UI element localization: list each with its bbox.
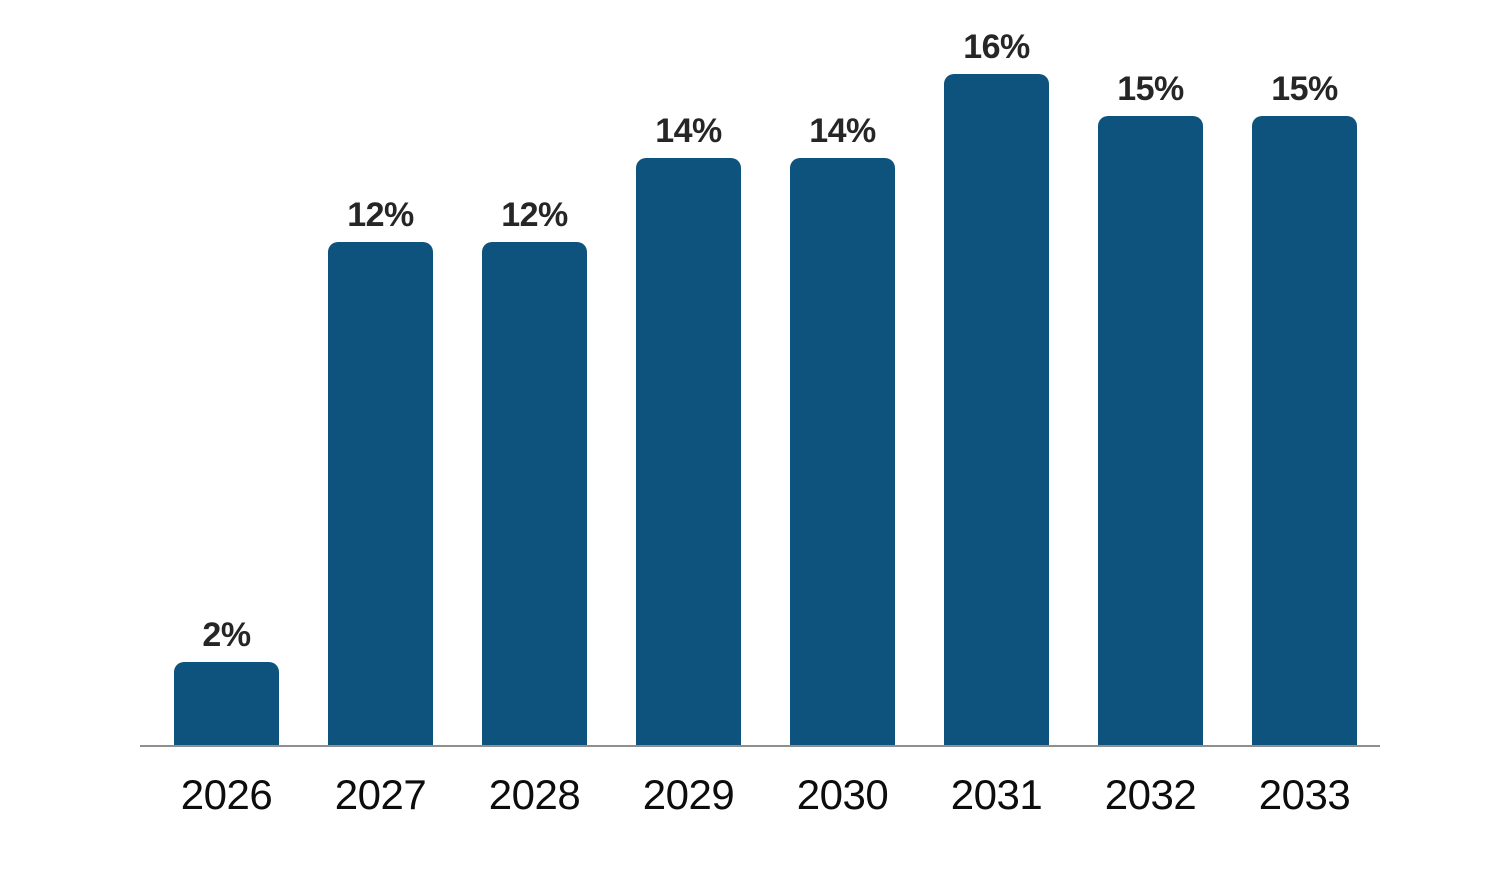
bar-value-label: 12% [501, 196, 568, 234]
x-axis-label: 2030 [796, 771, 889, 818]
bar-value-label: 15% [1117, 70, 1184, 108]
x-axis-label: 2033 [1258, 771, 1351, 818]
bar-value-label: 14% [809, 112, 876, 150]
bar [174, 662, 279, 746]
bar [328, 242, 433, 746]
bar-value-label: 16% [963, 28, 1030, 66]
x-axis-label: 2031 [950, 771, 1043, 818]
bar-value-label: 14% [655, 112, 722, 150]
x-axis-label: 2028 [488, 771, 581, 818]
x-axis-label: 2026 [180, 771, 273, 818]
bar [944, 74, 1049, 746]
x-axis-label: 2032 [1104, 771, 1197, 818]
bar [482, 242, 587, 746]
bar [1252, 116, 1357, 746]
bar-value-label: 12% [347, 196, 414, 234]
bar-value-label: 15% [1271, 70, 1338, 108]
bar [790, 158, 895, 746]
x-axis-label: 2029 [642, 771, 735, 818]
bar [636, 158, 741, 746]
x-axis-label: 2027 [334, 771, 427, 818]
bar-value-label: 2% [202, 616, 251, 654]
x-axis-line [140, 745, 1380, 747]
bar [1098, 116, 1203, 746]
